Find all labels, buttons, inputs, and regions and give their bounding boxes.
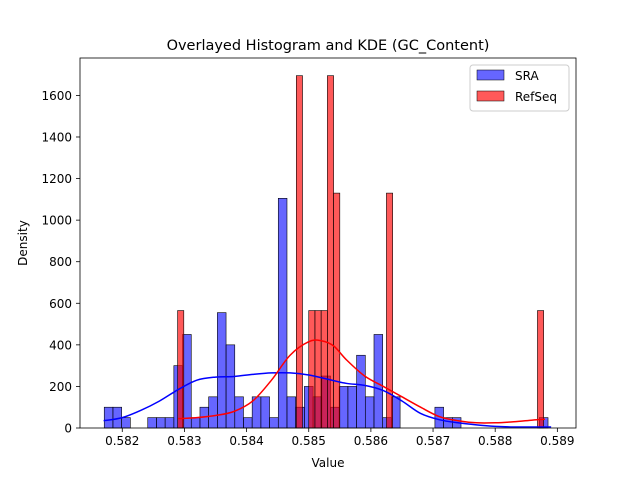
refseq-bar-0 xyxy=(177,310,185,429)
y-tick-label: 1200 xyxy=(41,172,72,186)
legend: SRA RefSeq xyxy=(469,64,570,112)
refseq-bar-8 xyxy=(537,310,544,429)
sra-kde-line xyxy=(103,371,552,428)
y-tick-label: 200 xyxy=(49,380,72,394)
chart-title: Overlayed Histogram and KDE (GC_Content) xyxy=(167,38,490,54)
refseq-bar-4 xyxy=(320,310,328,429)
sra-bar-5 xyxy=(164,417,175,429)
refseq-bar-1 xyxy=(295,75,303,429)
sra-bar-8 xyxy=(190,417,201,429)
y-tick-label: 1000 xyxy=(41,214,72,228)
y-axis-label: Density xyxy=(16,220,30,266)
sra-bar-13 xyxy=(234,396,244,429)
kde-curves xyxy=(103,339,552,428)
sra-bar-19 xyxy=(286,396,296,429)
sra-bar-4 xyxy=(156,417,166,429)
refseq-bar-3 xyxy=(314,310,322,429)
x-tick-label: 0.582 xyxy=(105,434,139,448)
y-tick-label: 800 xyxy=(49,255,72,269)
x-tick-label: 0.589 xyxy=(540,434,574,448)
y-tick-label: 600 xyxy=(49,297,72,311)
sra-bar-12 xyxy=(225,344,236,429)
refseq-bar-5 xyxy=(327,75,334,429)
legend-swatch-refseq xyxy=(476,90,505,102)
refseq-bar-2 xyxy=(308,310,316,429)
sra-bar-29 xyxy=(373,334,383,429)
x-tick-label: 0.586 xyxy=(354,434,388,448)
y-axis-ticks: 0 200 400 600 800 1000 1200 1400 1600 xyxy=(41,89,80,436)
x-tick-label: 0.585 xyxy=(292,434,326,448)
sra-bar-16 xyxy=(260,396,270,429)
y-tick-label: 1400 xyxy=(41,130,72,144)
sra-bar-25 xyxy=(338,386,349,429)
x-tick-label: 0.587 xyxy=(416,434,450,448)
sra-bar-27 xyxy=(356,354,366,429)
sra-bar-14 xyxy=(243,417,253,429)
sra-bar-11 xyxy=(217,312,227,429)
sra-bar-28 xyxy=(364,396,375,429)
legend-label-sra: SRA xyxy=(515,69,539,83)
sra-bar-0 xyxy=(103,406,114,429)
x-tick-label: 0.583 xyxy=(167,434,201,448)
refseq-bar-6 xyxy=(333,192,341,429)
y-tick-label: 1600 xyxy=(41,89,72,103)
sra-bar-17 xyxy=(269,417,279,429)
axes-frame xyxy=(79,57,577,429)
x-tick-label: 0.588 xyxy=(478,434,512,448)
sra-bar-26 xyxy=(347,386,357,429)
sra-bar-2 xyxy=(121,417,131,429)
sra-bar-3 xyxy=(147,417,157,429)
legend-label-refseq: RefSeq xyxy=(515,90,557,104)
sra-bar-10 xyxy=(208,396,218,429)
refseq-kde-line xyxy=(178,339,545,424)
x-tick-label: 0.584 xyxy=(229,434,263,448)
sra-bar-18 xyxy=(277,198,288,429)
y-tick-label: 400 xyxy=(49,338,72,352)
x-axis-label: Value xyxy=(312,456,345,470)
legend-swatch-sra xyxy=(476,69,505,81)
y-tick-label: 0 xyxy=(64,422,72,436)
x-axis-ticks: 0.582 0.583 0.584 0.585 0.586 0.587 0.588 0.589 xyxy=(105,428,575,448)
sra-bar-15 xyxy=(251,396,262,429)
